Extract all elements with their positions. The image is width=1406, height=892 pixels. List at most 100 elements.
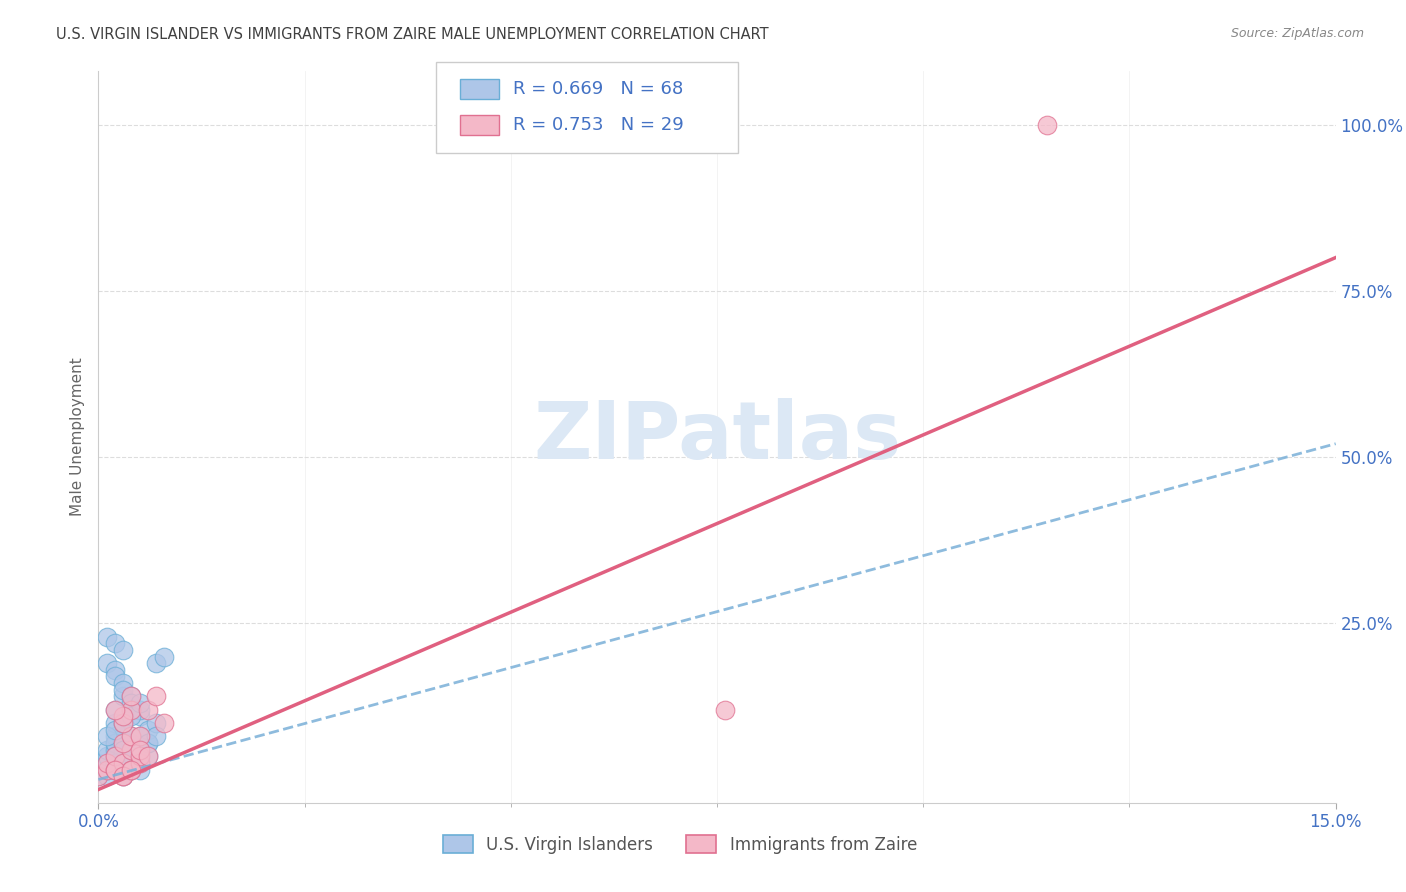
Point xyxy=(136,736,159,750)
Point xyxy=(145,690,167,704)
Point xyxy=(120,742,142,756)
Point xyxy=(120,690,142,704)
Point xyxy=(128,703,150,717)
Point xyxy=(87,763,110,777)
Point xyxy=(104,669,127,683)
Point xyxy=(112,742,135,756)
Point xyxy=(96,769,118,783)
Point xyxy=(120,749,142,764)
Point xyxy=(96,763,118,777)
Point xyxy=(112,736,135,750)
Point xyxy=(120,763,142,777)
Point xyxy=(87,769,110,783)
Point xyxy=(104,763,127,777)
Point xyxy=(128,756,150,770)
Point xyxy=(96,656,118,670)
Point xyxy=(104,756,127,770)
Point xyxy=(120,696,142,710)
Point xyxy=(128,696,150,710)
Point xyxy=(96,756,118,770)
Point xyxy=(104,736,127,750)
Point xyxy=(104,763,127,777)
Point xyxy=(153,716,176,731)
Point xyxy=(96,763,118,777)
Point xyxy=(120,703,142,717)
Point xyxy=(112,769,135,783)
Point xyxy=(112,676,135,690)
Point xyxy=(112,756,135,770)
Point xyxy=(128,742,150,756)
Point xyxy=(136,749,159,764)
Point xyxy=(104,703,127,717)
Point xyxy=(714,703,737,717)
Point xyxy=(112,756,135,770)
Point xyxy=(104,729,127,743)
Point xyxy=(120,742,142,756)
Point xyxy=(128,709,150,723)
Point xyxy=(104,703,127,717)
Y-axis label: Male Unemployment: Male Unemployment xyxy=(69,358,84,516)
Point xyxy=(136,723,159,737)
Point xyxy=(136,749,159,764)
Point xyxy=(112,716,135,731)
Text: U.S. VIRGIN ISLANDER VS IMMIGRANTS FROM ZAIRE MALE UNEMPLOYMENT CORRELATION CHAR: U.S. VIRGIN ISLANDER VS IMMIGRANTS FROM … xyxy=(56,27,769,42)
Point xyxy=(104,756,127,770)
Point xyxy=(128,729,150,743)
Point xyxy=(120,709,142,723)
Point xyxy=(104,749,127,764)
Point xyxy=(1036,118,1059,132)
Point xyxy=(136,736,159,750)
Point xyxy=(104,716,127,731)
Point xyxy=(112,682,135,697)
Text: R = 0.669   N = 68: R = 0.669 N = 68 xyxy=(513,80,683,98)
Point xyxy=(136,703,159,717)
Point xyxy=(96,756,118,770)
Point xyxy=(104,749,127,764)
Point xyxy=(120,763,142,777)
Point xyxy=(120,690,142,704)
Point xyxy=(120,729,142,743)
Point xyxy=(128,749,150,764)
Point xyxy=(104,756,127,770)
Point xyxy=(128,729,150,743)
Text: R = 0.753   N = 29: R = 0.753 N = 29 xyxy=(513,116,683,134)
Text: Source: ZipAtlas.com: Source: ZipAtlas.com xyxy=(1230,27,1364,40)
Point xyxy=(112,709,135,723)
Point xyxy=(112,749,135,764)
Point xyxy=(112,769,135,783)
Point xyxy=(120,742,142,756)
Point xyxy=(96,630,118,644)
Point xyxy=(96,742,118,756)
Point xyxy=(87,769,110,783)
Point xyxy=(145,656,167,670)
Point xyxy=(112,736,135,750)
Point xyxy=(145,729,167,743)
Point xyxy=(104,749,127,764)
Point xyxy=(120,749,142,764)
Point xyxy=(128,763,150,777)
Text: ZIPatlas: ZIPatlas xyxy=(533,398,901,476)
Point xyxy=(112,742,135,756)
Point xyxy=(104,636,127,650)
Point xyxy=(120,729,142,743)
Point xyxy=(112,716,135,731)
Point xyxy=(145,716,167,731)
Point xyxy=(112,729,135,743)
Point xyxy=(153,649,176,664)
Point xyxy=(112,763,135,777)
Point xyxy=(104,723,127,737)
Point xyxy=(112,690,135,704)
Point xyxy=(104,742,127,756)
Point xyxy=(104,763,127,777)
Point xyxy=(120,736,142,750)
Point xyxy=(128,742,150,756)
Point xyxy=(96,749,118,764)
Point xyxy=(96,729,118,743)
Point xyxy=(112,769,135,783)
Point xyxy=(120,763,142,777)
Point xyxy=(112,643,135,657)
Point xyxy=(104,736,127,750)
Point xyxy=(112,756,135,770)
Point xyxy=(120,703,142,717)
Point xyxy=(104,663,127,677)
